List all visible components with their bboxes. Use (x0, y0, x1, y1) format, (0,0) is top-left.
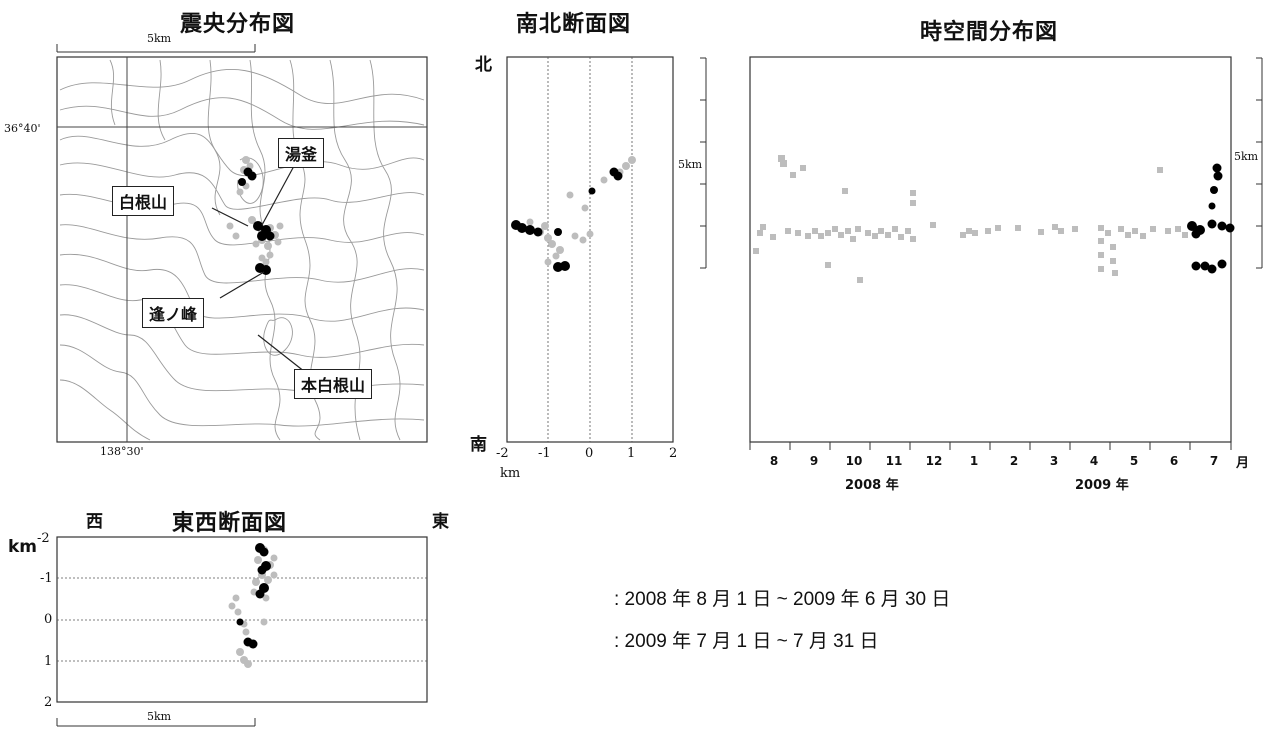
ns-black-points (511, 167, 623, 272)
ew-y-tick-1: -2 (37, 531, 50, 546)
map-scale-label: 5km (147, 32, 172, 45)
ew-frame (56, 536, 428, 703)
ns-x-unit: km (500, 466, 521, 481)
ns-x-tick-5: 2 (669, 446, 678, 461)
ew-y-tick-2: -1 (40, 571, 53, 586)
contour-lines (59, 59, 425, 441)
ew-y-tick-5: 2 (44, 695, 53, 710)
ns-x-tick-3: 0 (585, 446, 594, 461)
ew-km-label: km (8, 537, 38, 557)
ts-month-label: 6 (1169, 454, 1179, 468)
ts-month-label: 7 (1209, 454, 1219, 468)
map-black-epicenters (238, 167, 275, 275)
ew-black-points (236, 543, 271, 649)
ts-month-label: 4 (1089, 454, 1099, 468)
ew-scale-bar (56, 718, 256, 727)
place-label-ainomine: 逢ノ峰 (142, 298, 205, 328)
ns-gridlines (547, 57, 633, 442)
longitude-label: 138°30' (100, 445, 144, 458)
ts-month-ticks (749, 442, 1232, 450)
ts-year-2009: 2009 年 (1075, 478, 1129, 493)
ns-south-label: 南 (470, 435, 487, 455)
ts-gray-points (753, 155, 1188, 283)
ns-scale-label: 5km (678, 158, 703, 171)
ts-month-label: 12 (925, 454, 943, 468)
ew-y-tick-3: 0 (44, 612, 53, 627)
place-label-motoshirane: 本白根山 (294, 369, 373, 399)
time-space-title: 時空間分布図 (920, 20, 1059, 45)
ts-month-unit: 月 (1236, 456, 1250, 471)
map-scale-bar (56, 44, 256, 53)
ts-month-label: 9 (809, 454, 819, 468)
ts-month-label: 2 (1009, 454, 1019, 468)
ew-west-label: 西 (86, 512, 103, 532)
ts-month-label: 3 (1049, 454, 1059, 468)
ns-section-title: 南北断面図 (516, 12, 632, 37)
place-label-yugama: 湯釜 (278, 138, 325, 168)
epicenter-map-title: 震央分布図 (180, 12, 296, 37)
leader-lines (211, 165, 306, 373)
ew-section-title: 東西断面図 (172, 511, 288, 536)
ns-x-tick-4: 1 (627, 446, 636, 461)
ts-month-label: 11 (885, 454, 903, 468)
ns-scale-bar (700, 57, 707, 269)
ew-scale-label: 5km (147, 710, 172, 723)
ts-month-label: 8 (769, 454, 779, 468)
latitude-label: 36°40' (4, 122, 41, 135)
ts-black-points (1187, 163, 1235, 274)
legend-period-1: : 2008 年 8 月 1 日 ~ 2009 年 6 月 30 日 (614, 589, 951, 610)
ts-month-label: 5 (1129, 454, 1139, 468)
ns-north-label: 北 (475, 55, 492, 75)
ts-month-label: 1 (969, 454, 979, 468)
ts-year-2008: 2008 年 (845, 478, 899, 493)
ns-x-tick-2: -1 (538, 446, 551, 461)
place-label-shiraneyama: 白根山 (112, 186, 175, 216)
ew-y-tick-4: 1 (44, 654, 53, 669)
ts-scale-label: 5km (1234, 150, 1259, 163)
legend-period-2: : 2009 年 7 月 1 日 ~ 7 月 31 日 (614, 631, 879, 652)
ns-x-tick-1: -2 (496, 446, 509, 461)
ts-scale-bar (1256, 57, 1263, 269)
ew-east-label: 東 (432, 512, 449, 532)
ts-month-label: 10 (845, 454, 863, 468)
